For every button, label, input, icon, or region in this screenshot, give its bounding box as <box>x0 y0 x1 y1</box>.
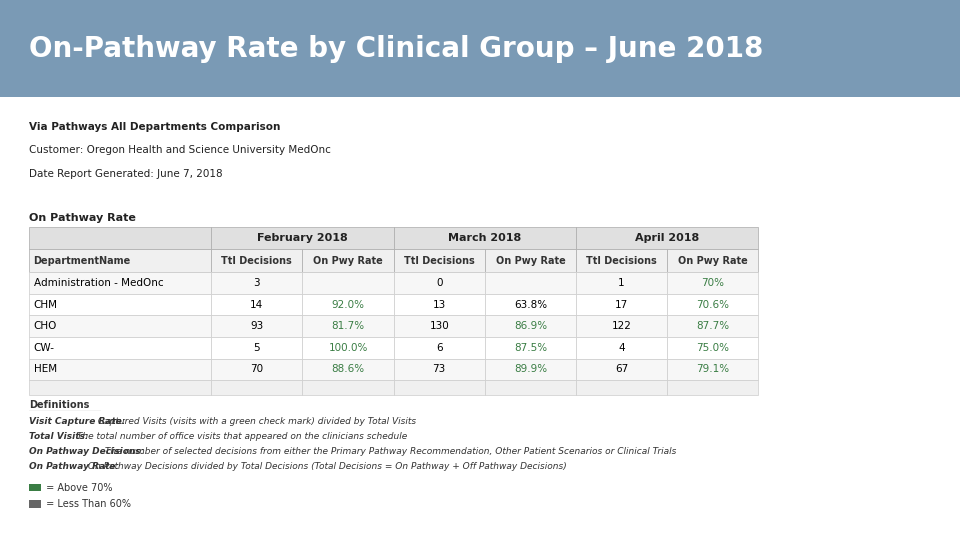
Text: 67: 67 <box>615 364 628 374</box>
Text: = Less Than 60%: = Less Than 60% <box>43 499 132 509</box>
Text: Administration - MedOnc: Administration - MedOnc <box>34 278 163 288</box>
Text: 6: 6 <box>436 343 443 353</box>
Text: 13: 13 <box>433 300 445 309</box>
Text: March 2018: March 2018 <box>448 233 521 243</box>
Text: On Pathway Decisions:: On Pathway Decisions: <box>29 447 144 456</box>
Text: On Pathway Rate:: On Pathway Rate: <box>29 462 119 471</box>
Text: 75.0%: 75.0% <box>696 343 730 353</box>
Text: 93: 93 <box>251 321 263 331</box>
Text: 70: 70 <box>251 364 263 374</box>
Polygon shape <box>851 29 906 90</box>
Text: Ttl Decisions: Ttl Decisions <box>587 256 657 266</box>
Text: The total number of office visits that appeared on the clinicians schedule: The total number of office visits that a… <box>74 432 408 441</box>
Text: Visit Capture Rate:: Visit Capture Rate: <box>29 417 126 426</box>
Text: 14: 14 <box>251 300 263 309</box>
Text: 92.0%: 92.0% <box>331 300 365 309</box>
Text: 89.9%: 89.9% <box>514 364 547 374</box>
Text: Definitions: Definitions <box>29 400 89 410</box>
Text: Customer: Oregon Health and Science University MedOnc: Customer: Oregon Health and Science Univ… <box>29 145 330 156</box>
Text: 87.5%: 87.5% <box>514 343 547 353</box>
Text: 87.7%: 87.7% <box>696 321 730 331</box>
Text: 5: 5 <box>253 343 260 353</box>
Text: = Above 70%: = Above 70% <box>43 483 112 492</box>
Text: Ttl Decisions: Ttl Decisions <box>222 256 292 266</box>
Text: 130: 130 <box>429 321 449 331</box>
Text: DepartmentName: DepartmentName <box>34 256 131 266</box>
Text: 73: 73 <box>433 364 445 374</box>
Text: 122: 122 <box>612 321 632 331</box>
Text: 81.7%: 81.7% <box>331 321 365 331</box>
Text: 63.8%: 63.8% <box>514 300 547 309</box>
Text: 70.6%: 70.6% <box>696 300 730 309</box>
Text: On Pathway Decisions divided by Total Decisions (Total Decisions = On Pathway + : On Pathway Decisions divided by Total De… <box>84 462 566 471</box>
Text: On Pwy Rate: On Pwy Rate <box>495 256 565 266</box>
Text: 3: 3 <box>253 278 260 288</box>
Text: On Pwy Rate: On Pwy Rate <box>313 256 383 266</box>
Text: 100.0%: 100.0% <box>328 343 368 353</box>
Text: On Pwy Rate: On Pwy Rate <box>678 256 748 266</box>
Text: CHO: CHO <box>34 321 57 331</box>
Polygon shape <box>813 22 878 76</box>
Text: 0: 0 <box>436 278 443 288</box>
Text: Total Visits:: Total Visits: <box>29 432 88 441</box>
Text: 17: 17 <box>615 300 628 309</box>
Text: CHM: CHM <box>34 300 58 309</box>
Text: 88.6%: 88.6% <box>331 364 365 374</box>
Text: 4: 4 <box>618 343 625 353</box>
Text: HEM: HEM <box>34 364 57 374</box>
Text: April 2018: April 2018 <box>636 233 699 243</box>
Text: On Pathway Rate: On Pathway Rate <box>29 213 135 224</box>
Text: 86.9%: 86.9% <box>514 321 547 331</box>
Text: On-Pathway Rate by Clinical Group – June 2018: On-Pathway Rate by Clinical Group – June… <box>29 35 763 63</box>
Text: CW-: CW- <box>34 343 55 353</box>
Text: 70%: 70% <box>702 278 724 288</box>
Polygon shape <box>846 8 911 66</box>
Text: The number of selected decisions from either the Primary Pathway Recommendation,: The number of selected decisions from ei… <box>103 447 677 456</box>
Text: February 2018: February 2018 <box>257 233 348 243</box>
Text: 1: 1 <box>618 278 625 288</box>
Text: 79.1%: 79.1% <box>696 364 730 374</box>
Text: Captured Visits (visits with a green check mark) divided by Total Visits: Captured Visits (visits with a green che… <box>95 417 417 426</box>
Text: Via Pathways All Departments Comparison: Via Pathways All Departments Comparison <box>29 122 280 132</box>
Text: Date Report Generated: June 7, 2018: Date Report Generated: June 7, 2018 <box>29 169 223 179</box>
Polygon shape <box>878 22 944 76</box>
Text: Ttl Decisions: Ttl Decisions <box>404 256 474 266</box>
